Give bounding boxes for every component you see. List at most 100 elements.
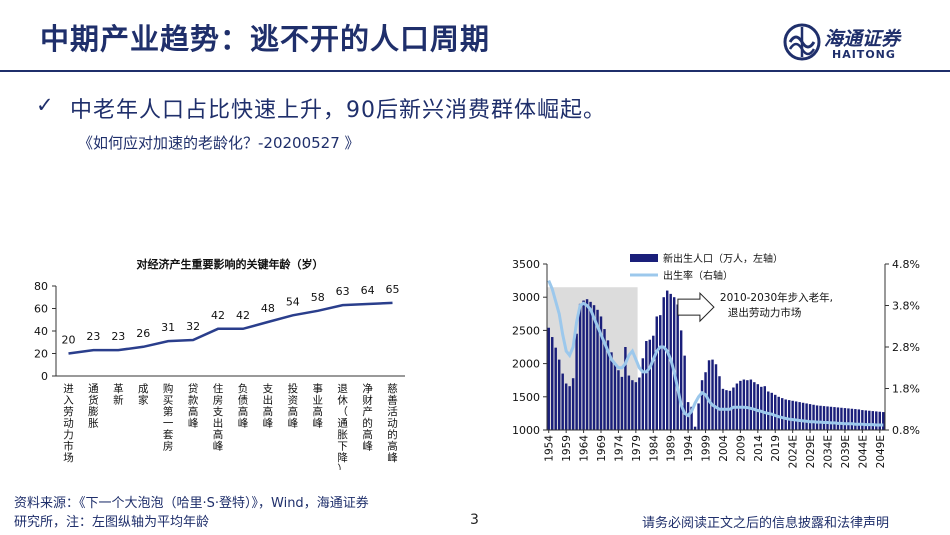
chart2-births-bar — [746, 380, 749, 430]
chart1-category-label: 退休（通胀下降） — [337, 383, 348, 470]
chart1-data-label: 64 — [361, 284, 375, 297]
chart2-births-bar — [794, 401, 798, 430]
chart2-x-tick-label: 2004 — [718, 435, 730, 462]
chart2-births-bar — [749, 379, 753, 430]
chart2-births-bar — [850, 408, 854, 430]
source-line-1: 资料来源：《下一个大泡泡（哈里·S·登特）》，Wind，海通证券 — [14, 496, 369, 511]
source-line-2: 研究所，注：左图纵轴为平均年龄 — [14, 515, 210, 530]
chart2-births-bar — [871, 411, 875, 430]
chart2-arrow-icon — [677, 291, 715, 323]
headline-text: 中老年人口占比快速上升，90后新兴消费群体崛起。 — [70, 98, 606, 123]
chart2-x-tick-label: 1964 — [579, 435, 591, 462]
chart2-births-bar — [777, 396, 780, 430]
checkmark-icon: ✓ — [36, 93, 54, 117]
chart2-births-bar — [672, 297, 676, 430]
chart2-births-bar — [780, 398, 784, 430]
chart2-births-bar — [571, 378, 575, 430]
chart2-births-bar — [690, 406, 693, 430]
chart2-births-bar — [784, 399, 787, 430]
chart2-right-tick-label: 1.8% — [892, 383, 920, 396]
chart2-legend-rate: 出生率（右轴） — [663, 269, 733, 282]
chart1-category-label: 住房支出高峰 — [213, 382, 224, 453]
chart2-births-bar — [868, 410, 871, 430]
chart2-births-bar — [603, 329, 606, 430]
chart1-y-tick-label: 0 — [41, 370, 48, 383]
chart1-data-label: 20 — [61, 334, 75, 347]
chart1-category-label: 进入劳动力市场 — [63, 383, 74, 464]
chart2-x-tick-label: 2024E — [788, 435, 800, 468]
chart2-births-bar — [857, 409, 861, 430]
chart1-category-label: 净财产的高峰 — [362, 382, 373, 453]
chart2-births-bar — [822, 406, 826, 430]
chart2-births-bar — [798, 402, 801, 430]
chart1-data-label: 42 — [211, 309, 225, 322]
chart2-births-bar — [610, 352, 613, 430]
chart2-births-bar — [606, 340, 610, 430]
chart1-data-label: 32 — [186, 320, 200, 333]
chart2-left-tick-label: 2500 — [512, 324, 540, 337]
chart1-data-label: 58 — [311, 291, 325, 304]
chart2-birth-rate-line — [547, 280, 884, 427]
chart1-data-label: 23 — [111, 330, 125, 343]
chart2-x-tick-label: 1979 — [631, 435, 643, 462]
chart2-births-bar — [739, 380, 742, 430]
chart1-category-label: 事业高峰 — [313, 382, 324, 430]
chart2-births-bar — [840, 407, 843, 430]
chart2-births-bar — [631, 380, 634, 430]
chart1-data-label: 26 — [136, 327, 150, 340]
chart2-births-bar — [613, 363, 617, 430]
chart2-births-bar — [582, 300, 585, 430]
title-divider — [0, 70, 950, 72]
chart2-births-bar — [847, 408, 850, 430]
chart2-births-bar — [547, 327, 550, 430]
chart2-births-bar — [551, 337, 554, 430]
chart1-category-label: 通货膨胀 — [88, 383, 99, 430]
chart2-births-bar — [704, 372, 707, 430]
report-citation: 《如何应对加速的老龄化？-20200527 》 — [78, 134, 360, 152]
chart2-births-bar — [815, 405, 819, 430]
chart1-data-label: 42 — [236, 309, 250, 322]
chart2-x-tick-label: 1974 — [613, 435, 625, 462]
chart2-births-bar — [774, 394, 777, 430]
logo-chinese-text: 海通证券 — [824, 28, 901, 50]
chart2-births-bar — [634, 382, 638, 430]
chart2-births-bar — [753, 382, 756, 430]
chart2-births-bar — [679, 330, 683, 430]
chart2-births-bar — [683, 355, 686, 430]
chart2-left-tick-label: 1000 — [512, 424, 540, 437]
chart2-left-tick-label: 2000 — [512, 358, 540, 371]
chart2-births-bar — [697, 403, 700, 430]
chart2-births-bar — [662, 297, 665, 430]
chart2-births-bar — [592, 305, 596, 430]
chart2-births-bar — [718, 376, 721, 430]
chart2-births-bar — [596, 309, 599, 430]
chart1-data-label: 31 — [161, 321, 175, 334]
chart2-left-tick-label: 3500 — [512, 258, 540, 271]
chart2-x-tick-label: 1969 — [596, 435, 608, 462]
source-note: 资料来源：《下一个大泡泡（哈里·S·登特）》，Wind，海通证券 研究所，注：左… — [14, 494, 369, 532]
chart2-births-bar — [829, 406, 833, 430]
chart2-x-tick-label: 2039E — [840, 435, 852, 468]
chart2-births-bar — [714, 364, 718, 430]
chart1-data-label: 65 — [386, 283, 400, 296]
chart2-births-bar — [659, 315, 662, 430]
chart2-births-bar — [575, 333, 578, 430]
chart1-category-label: 慈善活动的高峰 — [387, 382, 398, 464]
chart1-category-label: 支出高峰 — [263, 383, 274, 430]
chart2-births-bar — [875, 411, 878, 430]
chart2-births-bar — [843, 408, 847, 430]
chart1-category-label: 革新 — [113, 382, 124, 407]
chart2-births-bar — [561, 373, 564, 430]
page-number: 3 — [470, 512, 479, 528]
chart2-births-bar — [808, 404, 812, 430]
chart1-y-tick-label: 80 — [34, 280, 48, 293]
chart1-series-line — [68, 301, 393, 355]
chart1-category-label: 购买第一套房 — [163, 382, 174, 453]
chart2-x-tick-label: 1994 — [683, 435, 695, 462]
chart2-births-bar — [767, 391, 770, 430]
chart2-births-bar — [805, 403, 808, 430]
key-ages-line-chart: 对经济产生重要影响的关键年龄（岁） 0 20 40 60 80 20 23 23 26 31 32… — [34, 257, 405, 470]
chart2-births-bar — [641, 358, 645, 430]
chart2-births-bar — [707, 360, 711, 430]
chart2-births-bar — [882, 412, 885, 430]
